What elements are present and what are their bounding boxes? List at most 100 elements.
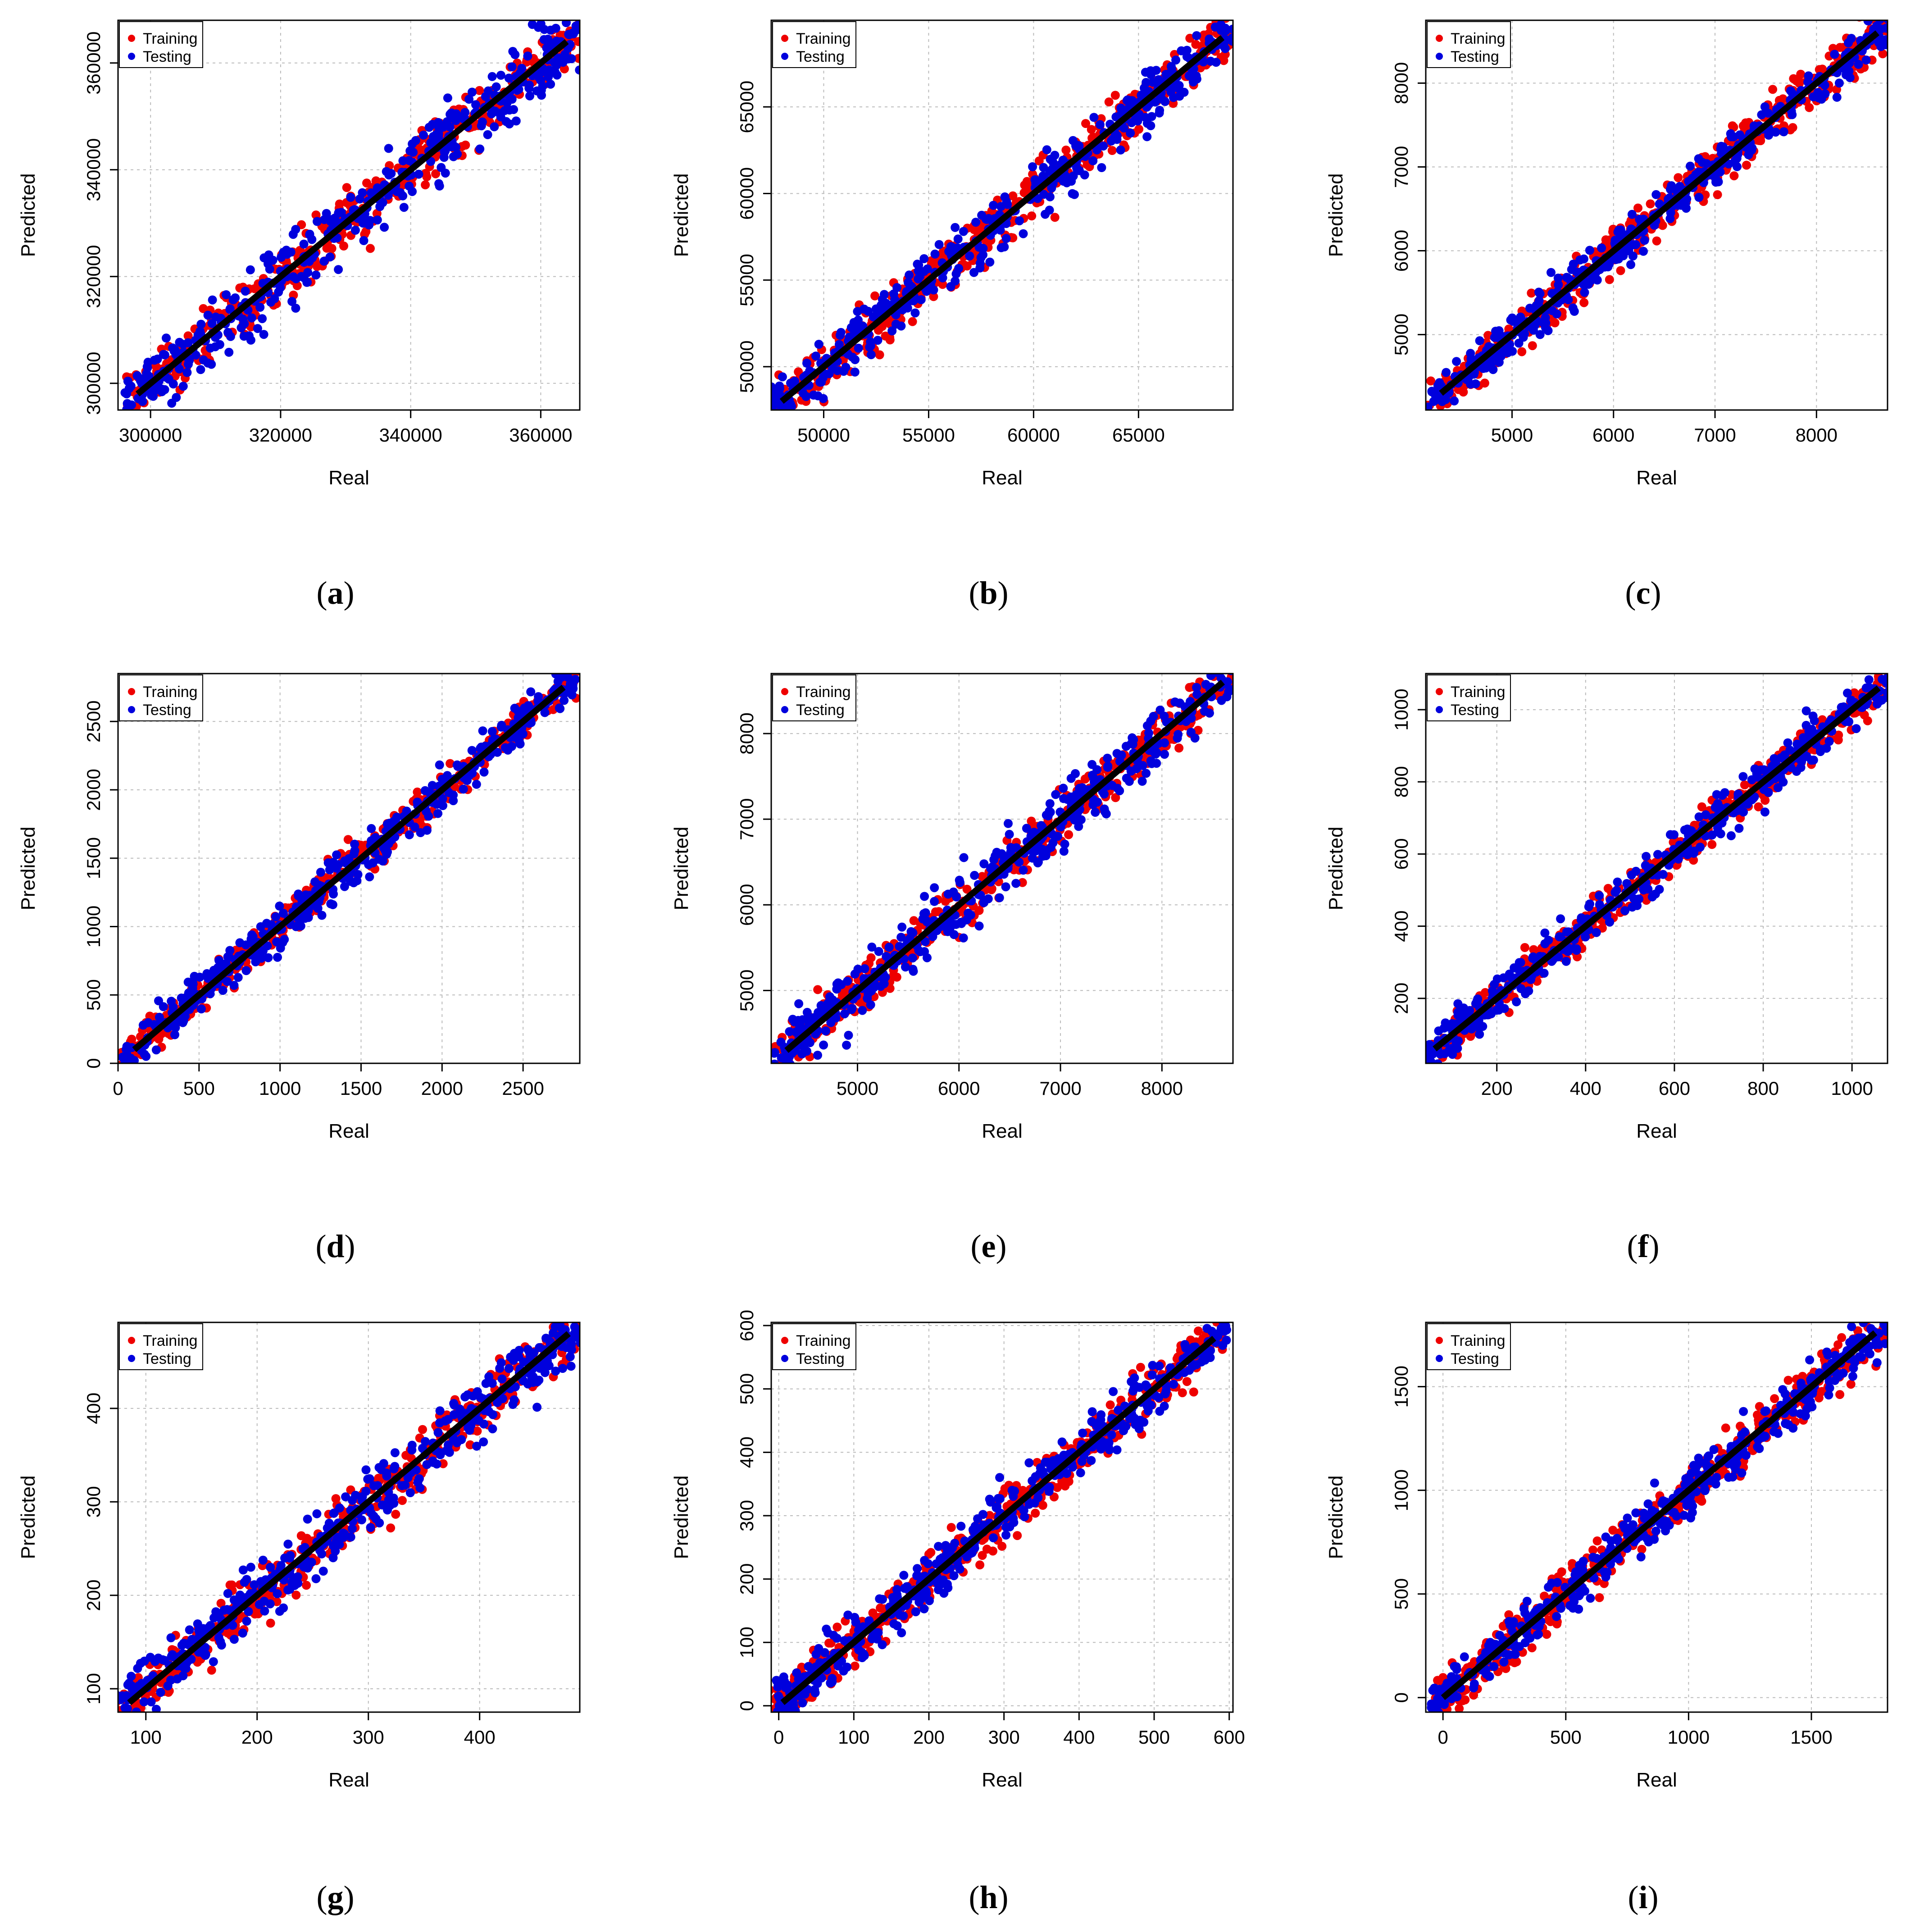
testing-point bbox=[866, 350, 876, 360]
testing-point bbox=[289, 272, 298, 282]
testing-point bbox=[271, 912, 281, 921]
testing-point bbox=[844, 1030, 853, 1040]
testing-point bbox=[923, 264, 932, 273]
testing-point bbox=[1883, 20, 1888, 24]
testing-point bbox=[814, 340, 823, 349]
legend-testing-marker bbox=[781, 53, 788, 60]
testing-point bbox=[1201, 680, 1210, 689]
testing-point bbox=[1219, 665, 1228, 674]
testing-point bbox=[966, 910, 975, 920]
testing-point bbox=[340, 882, 349, 891]
training-point bbox=[875, 350, 884, 360]
x-tick-label: 8000 bbox=[1141, 1078, 1183, 1099]
y-tick-label: 60000 bbox=[736, 167, 757, 220]
testing-point bbox=[1575, 255, 1585, 264]
testing-point bbox=[1205, 34, 1214, 44]
testing-point bbox=[172, 393, 181, 402]
testing-point bbox=[969, 268, 978, 277]
x-tick-label: 360000 bbox=[509, 424, 572, 446]
testing-point bbox=[1033, 194, 1042, 203]
testing-point bbox=[1019, 866, 1028, 875]
testing-point bbox=[809, 390, 818, 400]
testing-point bbox=[555, 704, 565, 713]
testing-point bbox=[1211, 58, 1221, 67]
testing-point bbox=[231, 293, 240, 303]
testing-point bbox=[1642, 852, 1651, 861]
testing-point bbox=[1744, 150, 1753, 159]
testing-point bbox=[225, 304, 235, 314]
testing-point bbox=[794, 999, 804, 1008]
testing-point bbox=[325, 865, 334, 875]
testing-point bbox=[840, 1009, 849, 1019]
testing-point bbox=[989, 200, 998, 210]
testing-point bbox=[1071, 769, 1080, 778]
testing-point bbox=[268, 255, 277, 265]
testing-point bbox=[515, 739, 525, 749]
testing-point bbox=[1144, 728, 1153, 738]
testing-point bbox=[266, 297, 276, 307]
testing-point bbox=[405, 146, 415, 155]
testing-point bbox=[483, 86, 493, 96]
testing-point bbox=[802, 359, 811, 368]
testing-point bbox=[1192, 683, 1201, 692]
training-point bbox=[1174, 743, 1184, 753]
testing-point bbox=[1041, 210, 1050, 219]
testing-point bbox=[288, 230, 298, 239]
testing-point bbox=[1157, 95, 1167, 104]
testing-point bbox=[863, 993, 872, 1003]
testing-point bbox=[1702, 159, 1711, 169]
testing-point bbox=[537, 91, 546, 100]
testing-point bbox=[1228, 661, 1237, 670]
testing-point bbox=[1530, 320, 1540, 330]
testing-point bbox=[764, 414, 773, 423]
legend-testing-label: Testing bbox=[1451, 48, 1499, 65]
testing-point bbox=[540, 708, 550, 717]
training-point bbox=[1697, 802, 1706, 811]
legend-testing-marker bbox=[1436, 53, 1443, 60]
testing-point bbox=[303, 278, 312, 287]
training-point bbox=[1050, 213, 1060, 222]
legend-training-marker bbox=[1436, 35, 1443, 42]
testing-point bbox=[1005, 829, 1014, 839]
y-tick-label: 340000 bbox=[83, 138, 104, 201]
testing-point bbox=[487, 72, 497, 81]
training-point bbox=[1788, 123, 1797, 132]
testing-point bbox=[515, 730, 524, 739]
testing-point bbox=[1091, 777, 1100, 786]
testing-point bbox=[1764, 131, 1774, 140]
testing-point bbox=[971, 218, 981, 227]
testing-point bbox=[822, 1000, 831, 1010]
training-point bbox=[1204, 661, 1213, 670]
testing-point bbox=[1137, 777, 1147, 786]
testing-point bbox=[179, 1016, 188, 1025]
y-tick-label: 8000 bbox=[736, 712, 757, 754]
training-point bbox=[974, 906, 984, 915]
testing-point bbox=[175, 337, 184, 347]
training-point bbox=[1550, 318, 1560, 328]
testing-point bbox=[1205, 708, 1214, 718]
testing-point bbox=[771, 395, 780, 405]
testing-point bbox=[1067, 796, 1076, 805]
testing-point bbox=[774, 1064, 783, 1073]
testing-point bbox=[832, 984, 842, 994]
training-point bbox=[1707, 840, 1717, 849]
testing-point bbox=[1715, 167, 1725, 177]
y-tick-label: 7000 bbox=[1391, 146, 1412, 188]
testing-point bbox=[297, 272, 306, 281]
testing-point bbox=[1711, 178, 1720, 187]
testing-point bbox=[438, 801, 447, 810]
testing-point bbox=[424, 123, 434, 132]
testing-point bbox=[1616, 225, 1625, 235]
testing-point bbox=[782, 1052, 792, 1062]
testing-point bbox=[867, 943, 877, 952]
testing-point bbox=[405, 830, 414, 839]
testing-point bbox=[860, 964, 869, 973]
testing-point bbox=[520, 706, 529, 715]
training-point bbox=[1674, 173, 1683, 182]
testing-point bbox=[797, 1049, 807, 1059]
x-tick-label: 6000 bbox=[938, 1078, 980, 1099]
testing-point bbox=[299, 239, 309, 249]
testing-point bbox=[1497, 351, 1506, 361]
training-point bbox=[1231, 11, 1240, 20]
